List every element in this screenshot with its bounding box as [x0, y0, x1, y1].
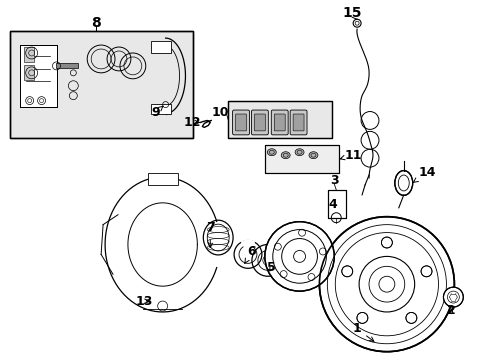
- Bar: [264, 145, 339, 173]
- FancyBboxPatch shape: [271, 110, 287, 135]
- Bar: [264, 145, 339, 173]
- Circle shape: [264, 222, 334, 291]
- Bar: [327, 190, 346, 218]
- FancyBboxPatch shape: [235, 114, 246, 131]
- Text: 14: 14: [412, 166, 435, 183]
- Text: 9: 9: [151, 106, 163, 119]
- Text: 7: 7: [205, 221, 214, 248]
- FancyBboxPatch shape: [254, 114, 265, 131]
- Ellipse shape: [281, 152, 289, 159]
- FancyBboxPatch shape: [232, 110, 249, 135]
- Bar: [24, 65, 34, 80]
- Text: 15: 15: [342, 6, 361, 20]
- FancyBboxPatch shape: [289, 110, 306, 135]
- Bar: [327, 190, 346, 218]
- Circle shape: [405, 312, 416, 323]
- Circle shape: [356, 312, 367, 323]
- Bar: [228, 100, 332, 138]
- Text: 11: 11: [340, 149, 361, 162]
- Bar: [20, 45, 57, 107]
- Circle shape: [381, 237, 391, 248]
- Wedge shape: [240, 239, 255, 255]
- Bar: [147, 173, 177, 185]
- Bar: [20, 45, 57, 107]
- Text: 4: 4: [328, 198, 337, 211]
- Text: 1: 1: [352, 322, 373, 341]
- Bar: [10, 31, 193, 138]
- Ellipse shape: [294, 149, 304, 156]
- Circle shape: [420, 266, 431, 277]
- Text: 3: 3: [329, 174, 338, 186]
- Circle shape: [443, 287, 462, 307]
- Ellipse shape: [308, 152, 317, 159]
- Ellipse shape: [267, 149, 276, 156]
- Text: 12: 12: [183, 116, 201, 129]
- Bar: [10, 31, 193, 138]
- Bar: [56, 63, 78, 68]
- Ellipse shape: [394, 171, 412, 195]
- Bar: [228, 100, 332, 138]
- Circle shape: [341, 266, 352, 277]
- FancyBboxPatch shape: [292, 114, 304, 131]
- Text: 10: 10: [211, 106, 228, 119]
- Text: 13: 13: [135, 294, 152, 307]
- FancyBboxPatch shape: [274, 114, 285, 131]
- Text: 8: 8: [91, 16, 101, 30]
- Bar: [24, 47, 34, 62]
- Bar: [150, 104, 170, 113]
- Bar: [150, 41, 170, 53]
- FancyBboxPatch shape: [251, 110, 268, 135]
- Text: 6: 6: [244, 245, 256, 263]
- Text: 2: 2: [446, 305, 455, 318]
- Circle shape: [319, 217, 453, 352]
- Text: 5: 5: [267, 261, 276, 274]
